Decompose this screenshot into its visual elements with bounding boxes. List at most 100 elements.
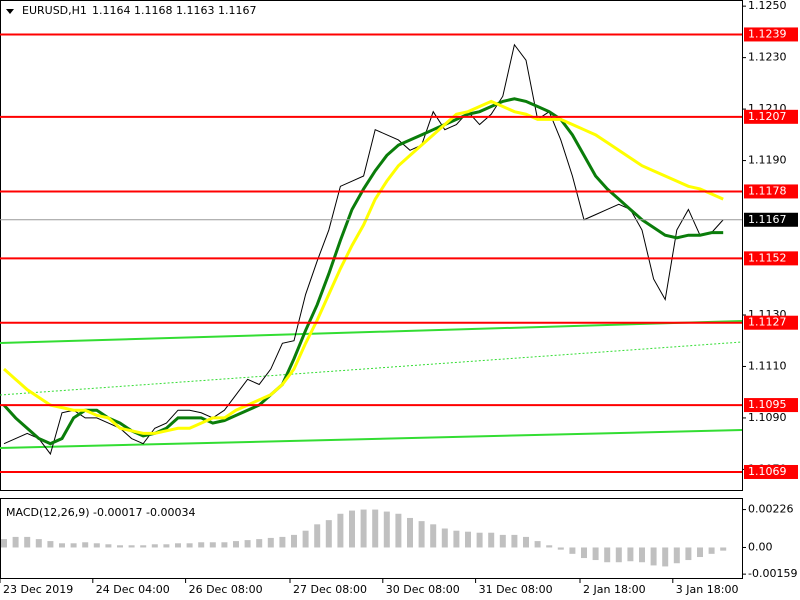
- macd-bar: [128, 545, 135, 548]
- macd-bar: [1, 539, 7, 548]
- macd-bar: [418, 521, 425, 548]
- macd-bar: [569, 547, 576, 554]
- level-label-box: [744, 109, 798, 124]
- macd-bar: [673, 547, 680, 564]
- macd-bar: [708, 547, 715, 554]
- macd-bar: [627, 547, 634, 562]
- symbol-title: EURUSD,H1: [22, 4, 87, 17]
- macd-bar: [557, 547, 564, 550]
- macd-bar: [697, 547, 703, 558]
- macd-bar: [117, 545, 123, 548]
- x-tick-label: 30 Dec 08:00: [386, 583, 460, 596]
- macd-bar: [59, 543, 65, 548]
- macd-bar: [546, 545, 553, 548]
- main-panel-frame: [0, 0, 743, 491]
- x-tick-label: 2 Jan 18:00: [583, 583, 646, 596]
- series-line: [3, 43, 724, 456]
- macd-bar: [488, 532, 495, 548]
- macd-bar: [581, 547, 587, 559]
- macd-bar: [314, 524, 321, 548]
- macd-bar: [279, 536, 286, 548]
- macd-bar: [151, 544, 158, 548]
- y-tick-label: 1.1190: [748, 154, 787, 167]
- macd-bar: [198, 542, 205, 548]
- macd-bar: [256, 539, 263, 548]
- macd-bar: [383, 511, 390, 548]
- level-label: 1.1178: [748, 184, 787, 197]
- macd-bar: [209, 542, 216, 548]
- macd-bar: [720, 547, 727, 551]
- macd-bar: [186, 543, 193, 548]
- macd-bar: [615, 547, 622, 563]
- series-line: [3, 99, 724, 435]
- level-label: 1.1095: [748, 398, 787, 411]
- macd-bar: [175, 543, 181, 548]
- macd-bar: [93, 543, 100, 548]
- level-label-box: [744, 398, 798, 413]
- level-label-box: [744, 184, 798, 199]
- macd-bar: [372, 509, 379, 548]
- x-tick-label: 24 Dec 04:00: [96, 583, 170, 596]
- y-tick-label: 0.00: [748, 540, 773, 553]
- x-tick-label: 3 Jan 18:00: [676, 583, 739, 596]
- macd-bar: [523, 536, 529, 548]
- macd-panel-frame: [0, 498, 743, 579]
- level-label-box: [744, 251, 798, 266]
- macd-bar: [465, 531, 471, 548]
- macd-bar: [221, 542, 228, 548]
- macd-bar: [650, 547, 657, 566]
- menu-arrow[interactable]: [6, 9, 14, 14]
- macd-bar: [360, 509, 367, 548]
- level-label: 1.1069: [748, 465, 787, 478]
- macd-bar: [325, 520, 332, 548]
- x-tick-label: 26 Dec 08:00: [189, 583, 263, 596]
- macd-bar: [47, 541, 54, 548]
- level-label: 1.1207: [748, 110, 787, 123]
- y-tick-label: 1.1230: [748, 51, 787, 64]
- x-tick-label: 23 Dec 2019: [3, 583, 73, 596]
- macd-bar: [499, 534, 506, 548]
- last-price-box: [744, 212, 798, 227]
- macd-bar: [12, 536, 19, 548]
- macd-bar: [70, 543, 77, 548]
- level-label-box: [744, 27, 798, 42]
- series-line: [2, 97, 724, 446]
- macd-bar: [244, 540, 251, 548]
- macd-bar: [395, 513, 402, 548]
- macd-bar: [662, 547, 669, 567]
- trend-line: [0, 320, 743, 344]
- level-label-box: [744, 464, 798, 479]
- macd-bar: [291, 534, 297, 548]
- macd-bar: [302, 530, 309, 548]
- trend-line: [0, 429, 743, 449]
- macd-bar: [685, 547, 692, 561]
- y-tick-label: 0.00226: [748, 503, 794, 516]
- macd-bar: [140, 545, 147, 548]
- macd-title: MACD(12,26,9) -0.00017 -0.00034: [6, 506, 195, 519]
- ohlc: 1.1164 1.1168 1.1163 1.1167: [92, 4, 256, 17]
- macd-bar: [105, 544, 112, 548]
- macd-bar: [534, 541, 541, 548]
- level-label: 1.1152: [748, 251, 787, 264]
- macd-bar: [639, 547, 645, 563]
- macd-bar: [407, 517, 413, 548]
- macd-bar: [35, 539, 42, 548]
- y-tick-label: 1.1090: [748, 411, 787, 424]
- macd-bar: [82, 542, 89, 548]
- macd-bar: [511, 534, 518, 548]
- last-price-label: 1.1167: [748, 213, 787, 226]
- y-tick-label: 1.1250: [748, 0, 787, 12]
- level-label: 1.1127: [748, 316, 787, 329]
- x-tick-label: 27 Dec 08:00: [293, 583, 367, 596]
- macd-bar: [267, 537, 274, 548]
- macd-bar: [592, 547, 599, 561]
- x-tick-label: 31 Dec 08:00: [479, 583, 553, 596]
- macd-bar: [163, 544, 170, 548]
- macd-bar: [430, 524, 437, 548]
- macd-bar: [337, 513, 344, 548]
- macd-bar: [604, 547, 611, 563]
- level-label: 1.1239: [748, 27, 787, 40]
- macd-bar: [24, 536, 31, 548]
- macd-bar: [349, 510, 355, 548]
